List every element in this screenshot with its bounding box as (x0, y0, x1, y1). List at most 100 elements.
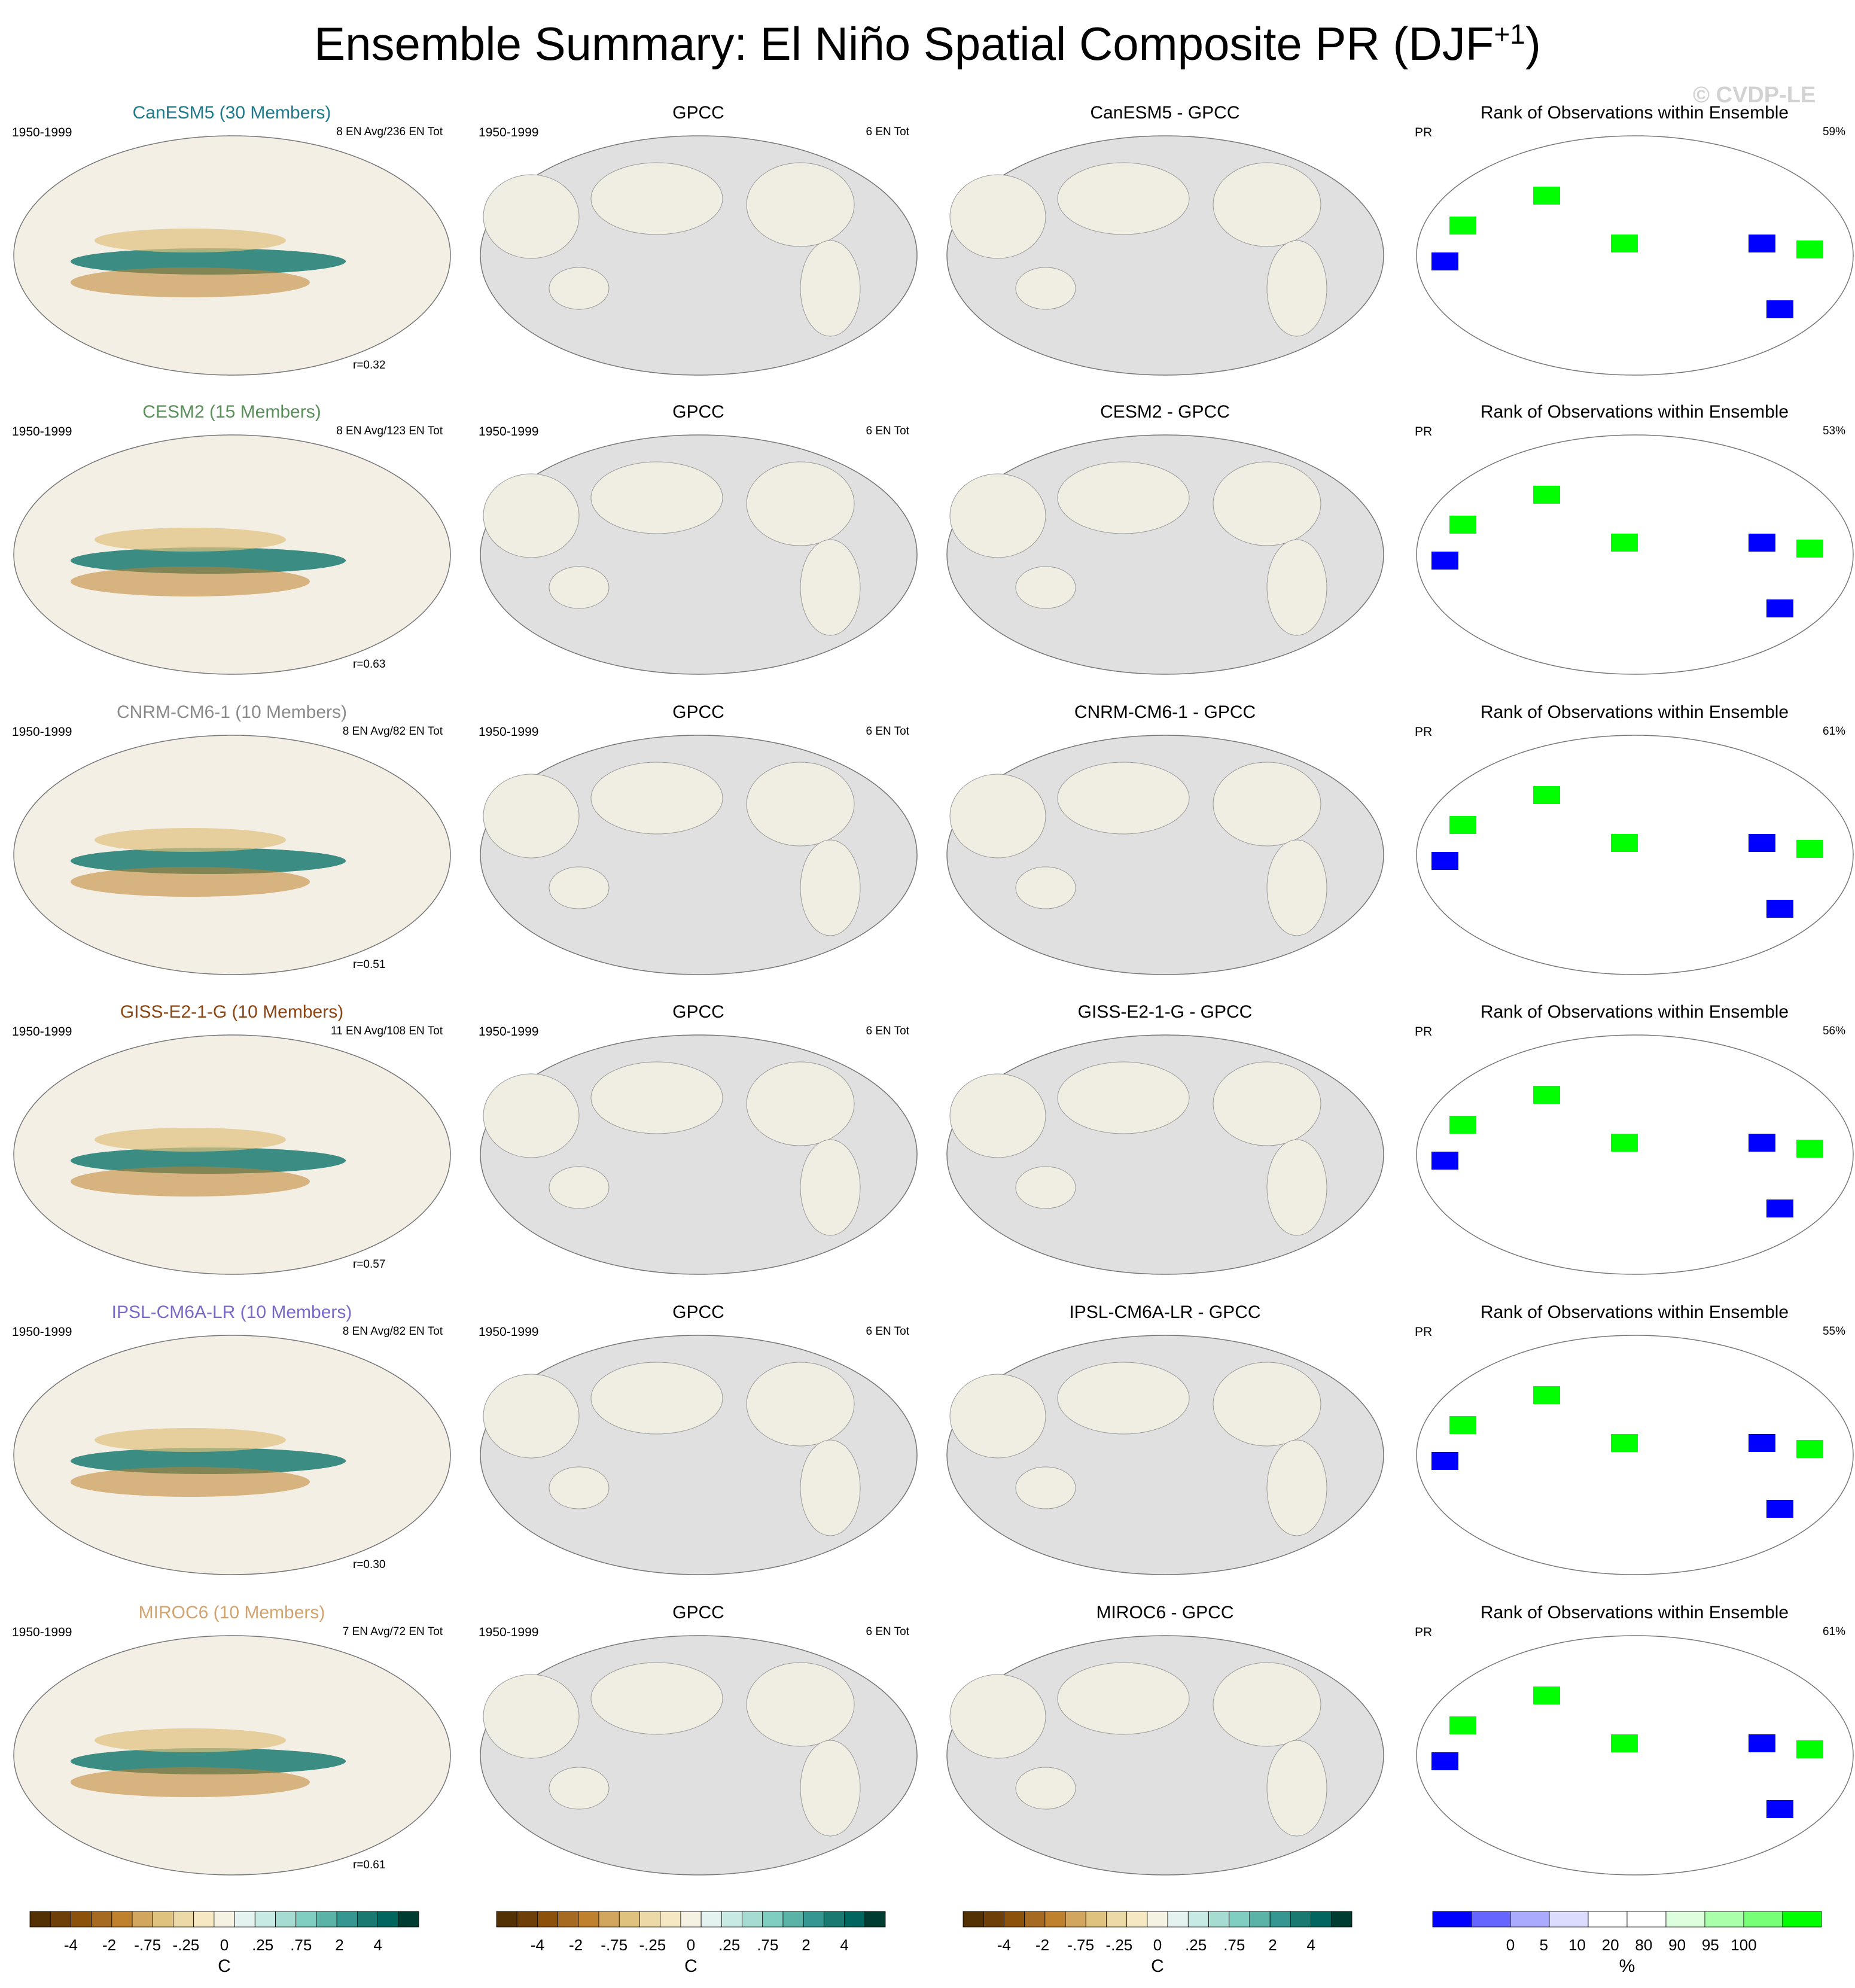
colorbar-obs-swatch (762, 1911, 784, 1928)
colorbar-diff-swatch (1065, 1911, 1086, 1928)
land-region (1266, 839, 1327, 936)
rank-cell (1611, 1434, 1638, 1452)
en-count-label: 8 EN Avg/236 EN Tot (336, 126, 443, 138)
land-region (549, 267, 610, 310)
model-panel: CESM2 (15 Members) 1950-1999 8 EN Avg/123 … (0, 389, 464, 688)
period-label: 1950-1999 (479, 126, 539, 139)
colorbar-diff-swatch (1024, 1911, 1046, 1928)
land-region (1213, 1061, 1321, 1146)
obs-title: GPCC (672, 103, 724, 123)
land-region (1266, 1139, 1327, 1236)
rank-cell (1796, 1140, 1823, 1158)
colorbar-obs-tick: -.75 (601, 1936, 628, 1954)
watermark: © CVDP-LE (1693, 83, 1816, 108)
colorbar-rank-unit: % (1619, 1956, 1635, 1976)
tropical-band (71, 248, 346, 275)
land-region (1057, 1362, 1190, 1435)
dry-band (71, 1767, 310, 1797)
land-region (549, 866, 610, 909)
colorbar-diff-swatch (1004, 1911, 1025, 1928)
north-band (95, 229, 286, 252)
rank-cell (1766, 300, 1793, 318)
en-count-label: 8 EN Avg/82 EN Tot (342, 1325, 443, 1338)
obs-count-label: 6 EN Tot (866, 1025, 909, 1037)
land-region (1015, 1767, 1076, 1810)
tropical-band (71, 547, 346, 574)
tropical-band (71, 1147, 346, 1174)
rank-title: Rank of Observations within Ensemble (1480, 103, 1789, 123)
land-region (1057, 461, 1190, 534)
land-region (1213, 162, 1321, 247)
globe-outline (1416, 135, 1854, 376)
colorbar-rank-swatch (1510, 1911, 1550, 1928)
colorbar-model-swatch (398, 1911, 419, 1928)
land-region (590, 461, 723, 534)
land-region (800, 539, 861, 636)
colorbar-model-swatch (234, 1911, 255, 1928)
correlation-label: r=0.32 (353, 359, 386, 372)
colorbar-obs-tick: -2 (569, 1936, 583, 1954)
colorbar-model-swatch (29, 1911, 51, 1928)
colorbar-obs-swatch (803, 1911, 824, 1928)
rank-panel: Rank of Observations within Ensemble PR 56… (1403, 989, 1855, 1288)
colorbar-model-swatch (132, 1911, 153, 1928)
rank-map (1416, 1034, 1854, 1275)
obs-count-label: 6 EN Tot (866, 1625, 909, 1638)
colorbar-rank-tick: 100 (1731, 1936, 1756, 1954)
colorbar-diff-tick: 4 (1306, 1936, 1315, 1954)
rank-cell (1533, 1686, 1560, 1704)
rank-cell (1766, 1200, 1793, 1217)
colorbar-obs-swatch (578, 1911, 599, 1928)
rank-cell (1796, 1740, 1823, 1758)
rank-cell (1449, 516, 1476, 534)
colorbar-obs-swatch (823, 1911, 845, 1928)
colorbar-rank-swatch (1704, 1911, 1744, 1928)
land-region (746, 1362, 855, 1447)
rank-cell (1533, 486, 1560, 504)
model-map (13, 1335, 451, 1575)
colorbar-obs-swatch (864, 1911, 886, 1928)
period-label: 1950-1999 (12, 1025, 72, 1039)
diff-map (946, 1635, 1384, 1876)
rank-title: Rank of Observations within Ensemble (1480, 1002, 1789, 1022)
colorbar-diff-tick: .25 (1185, 1936, 1207, 1954)
colorbar-rank-tick: 90 (1668, 1936, 1686, 1954)
colorbar-model-swatch (275, 1911, 297, 1928)
dry-band (71, 1167, 310, 1197)
colorbar-rank-tick: 95 (1702, 1936, 1719, 1954)
colorbar-obs-swatch (782, 1911, 804, 1928)
land-region (800, 240, 861, 337)
land-region (746, 461, 855, 546)
colorbar-rank-tick: 80 (1635, 1936, 1652, 1954)
colorbar-diff-swatch (983, 1911, 1004, 1928)
colorbar-model-swatch (336, 1911, 358, 1928)
colorbar-obs-swatch (619, 1911, 640, 1928)
colorbar-diff-swatch (1187, 1911, 1209, 1928)
colorbar-diff-swatch (1167, 1911, 1189, 1928)
rank-panel: Rank of Observations within Ensemble PR 61… (1403, 1590, 1855, 1889)
rank-map (1416, 735, 1854, 975)
land-region (1266, 539, 1327, 636)
obs-panel: GPCC 1950-1999 6 EN Tot (467, 389, 930, 688)
colorbar-model-swatch (357, 1911, 378, 1928)
rank-cell (1749, 1434, 1775, 1452)
obs-map (480, 1635, 918, 1876)
land-region (549, 1166, 610, 1209)
rank-cell (1749, 235, 1775, 252)
diff-title: GISS-E2-1-G - GPCC (1077, 1002, 1253, 1022)
diff-panel: CNRM-CM6-1 - GPCC (933, 689, 1397, 988)
rank-cell (1431, 852, 1458, 870)
obs-panel: GPCC 1950-1999 6 EN Tot (467, 1289, 930, 1588)
obs-map (480, 434, 918, 675)
rank-cell (1749, 834, 1775, 852)
obs-title: GPCC (672, 1002, 724, 1022)
colorbar-diff-tick: 0 (1153, 1936, 1162, 1954)
land-region (949, 1073, 1046, 1158)
colorbar-model-tick: 0 (220, 1936, 229, 1954)
model-map (13, 735, 451, 975)
model-map (13, 1034, 451, 1275)
rank-pct-label: 55% (1822, 1325, 1845, 1338)
rank-pct-label: 59% (1822, 126, 1845, 138)
rank-cell (1611, 534, 1638, 552)
en-count-label: 8 EN Avg/123 EN Tot (336, 425, 443, 437)
